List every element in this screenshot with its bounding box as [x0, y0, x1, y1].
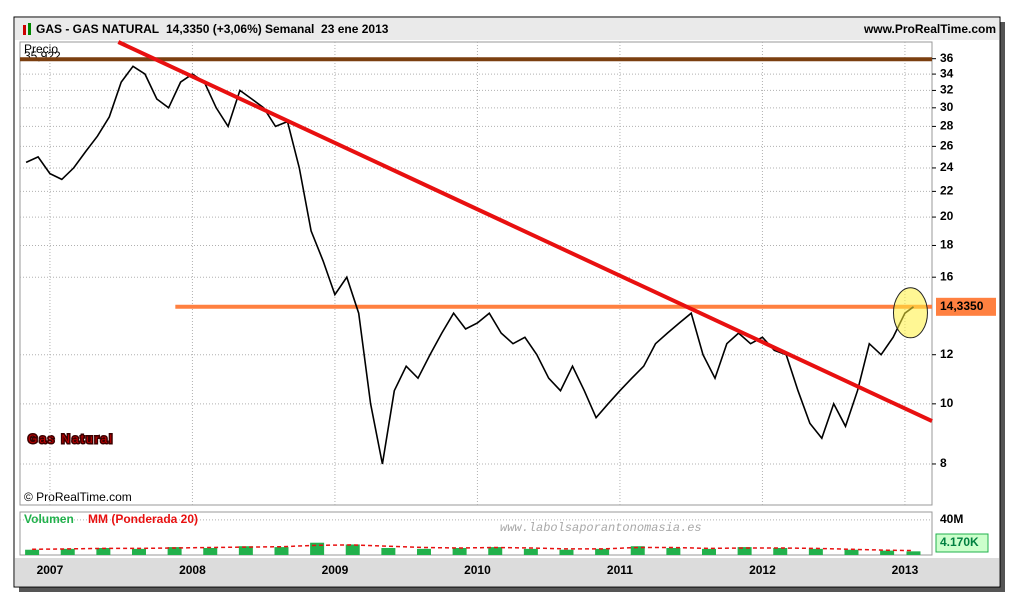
source: www.ProRealTime.com: [863, 22, 996, 36]
x-tick-label: 2009: [322, 563, 349, 577]
annotation: Gas Natural: [28, 432, 114, 446]
ticker-title: GAS - GAS NATURAL: [36, 22, 159, 36]
volume-bar: [25, 549, 40, 555]
x-tick-label: 2013: [892, 563, 919, 577]
y-tick-label: 26: [940, 139, 954, 153]
header-icon: [23, 23, 31, 35]
y-tick-label: 22: [940, 184, 954, 198]
header-bar: [15, 18, 999, 40]
y-tick-label: 24: [940, 160, 954, 174]
x-tick-label: 2012: [749, 563, 776, 577]
volume-bar: [844, 549, 859, 555]
volume-bar: [60, 548, 75, 555]
y-tick-label: 30: [940, 100, 954, 114]
last-value-box: [936, 297, 996, 316]
y-tick-label: 36: [940, 51, 954, 65]
period: Semanal 23 ene 2013: [265, 22, 389, 36]
volume-bar: [167, 547, 182, 555]
volume-bar: [96, 547, 111, 555]
volume-bar: [808, 548, 823, 555]
volume-bar: [630, 546, 645, 555]
y-tick-label: 34: [940, 66, 954, 80]
volume-bar: [131, 548, 146, 555]
volume-bar: [880, 550, 895, 555]
volume-bar: [773, 547, 788, 555]
y-tick-label: 10: [940, 396, 954, 410]
volume-bar: [906, 551, 921, 555]
last-volume-box: [935, 533, 989, 553]
y-tick-label: 12: [940, 347, 954, 361]
volume-bar: [452, 547, 467, 555]
legend-mm: MM (Ponderada 20): [88, 512, 198, 526]
x-tick-label: 2008: [179, 563, 206, 577]
x-tick-label: 2010: [464, 563, 491, 577]
trend-line: [117, 40, 933, 423]
last-volume-label: 4.170K: [940, 535, 979, 549]
x-tick-label: 2007: [37, 563, 64, 577]
volume-bar: [559, 549, 574, 555]
volume-bar: [238, 546, 253, 555]
volume-bar: [701, 548, 716, 555]
volume-bar: [274, 547, 289, 555]
volume-bar: [523, 548, 538, 555]
volume-bar: [416, 548, 431, 555]
y-tick-label: 32: [940, 83, 954, 97]
volume-bar: [666, 547, 681, 555]
x-axis-strip: [15, 558, 999, 586]
volume-bar: [345, 544, 360, 555]
volume-bar: [737, 547, 752, 555]
y-tick-label: 40M: [940, 512, 963, 526]
price-panel: [19, 41, 933, 506]
volume-bar: [595, 548, 610, 555]
copyright: © ProRealTime.com: [24, 490, 132, 504]
legend-volume: Volumen: [24, 512, 74, 526]
last-change: 14,3350 (+3,06%): [166, 22, 262, 36]
y-tick-label: 28: [940, 119, 954, 133]
y-tick-label: 8: [940, 456, 947, 470]
watermark: www.labolsaporantonomasia.es: [500, 521, 702, 535]
mm-line: [32, 544, 914, 552]
volume-bar: [381, 547, 396, 555]
highlight-circle: [892, 287, 928, 339]
y-tick-label: 16: [940, 269, 954, 283]
volume-bar: [488, 547, 503, 555]
last-value-label: 14,3350: [940, 299, 984, 313]
volume-bar: [203, 547, 218, 555]
x-tick-label: 2011: [607, 563, 633, 577]
y-tick-label: 20: [940, 209, 954, 223]
y-tick-label: 18: [940, 238, 954, 252]
